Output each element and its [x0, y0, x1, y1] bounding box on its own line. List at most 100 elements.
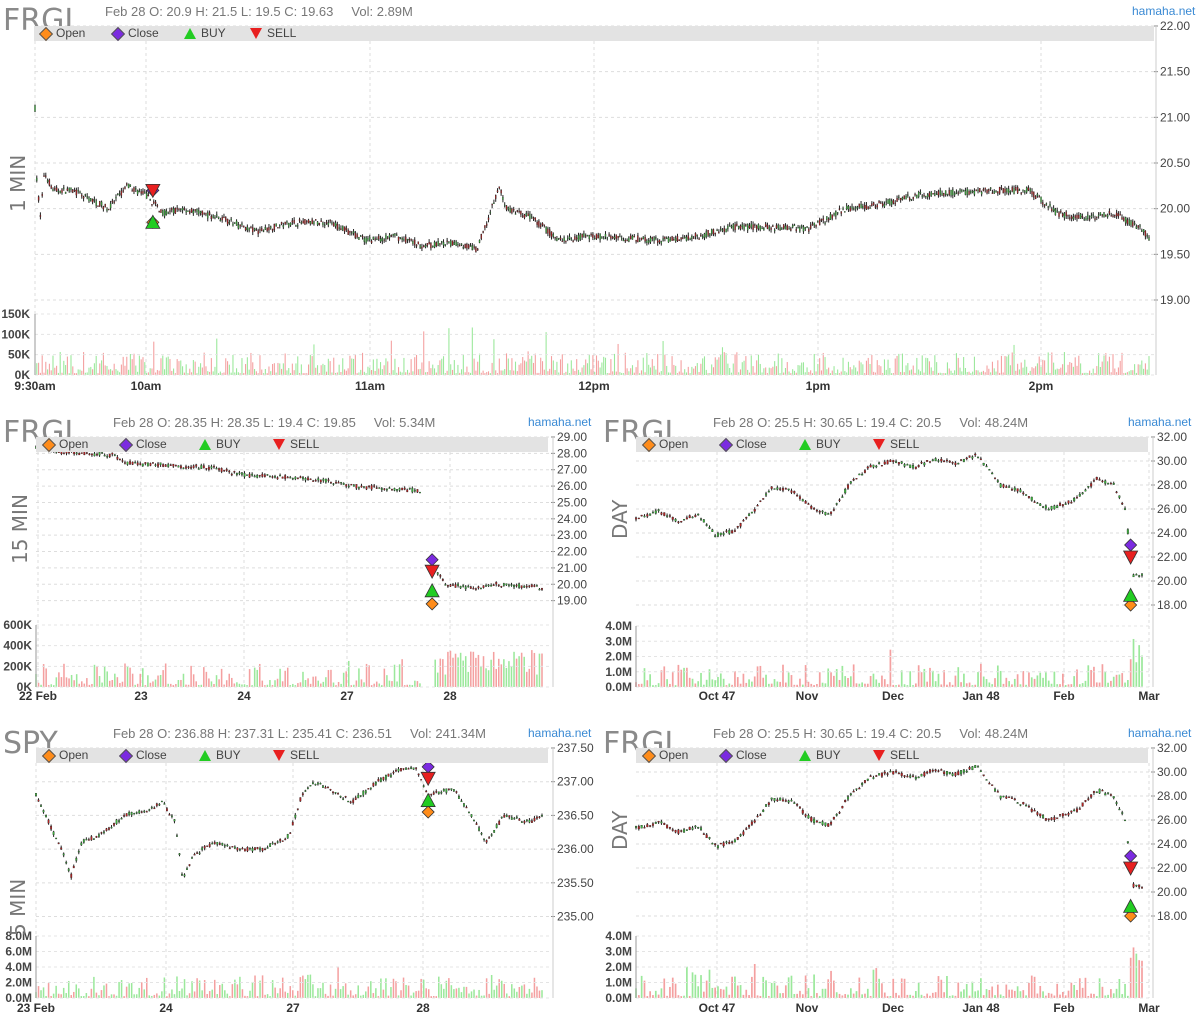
candle-body [376, 238, 378, 241]
candle-body [824, 822, 827, 826]
volume-bar [135, 365, 137, 375]
volume-bar [757, 354, 760, 375]
brand-link[interactable]: hamaha.net [1132, 4, 1196, 18]
candle-body [674, 829, 677, 833]
volume-bar [1081, 987, 1084, 998]
volume-bar [1000, 355, 1002, 375]
candle-body [1144, 230, 1147, 237]
volume-bar [686, 667, 688, 687]
candle-body [360, 485, 363, 488]
volume-bar [1031, 367, 1033, 375]
candle-body [1081, 216, 1084, 218]
candle-body [43, 175, 45, 177]
volume-bar [980, 978, 982, 998]
volume-bar [669, 683, 671, 687]
candle-body [642, 236, 644, 240]
volume-bar [745, 989, 748, 998]
candle-body [781, 228, 783, 230]
volume-bar [775, 366, 778, 375]
candle-body [844, 211, 846, 213]
candle-body [164, 464, 167, 467]
volume-bar [462, 354, 464, 375]
brand-link[interactable]: hamaha.net [1128, 415, 1192, 429]
volume-bar [299, 682, 302, 687]
volume-bar [586, 363, 589, 375]
brand-link[interactable]: hamaha.net [528, 415, 592, 429]
brand-link[interactable]: hamaha.net [1128, 726, 1192, 740]
candle-body [988, 189, 990, 192]
candle-body [485, 840, 488, 843]
volume-bar [167, 356, 169, 375]
candle-body [646, 240, 648, 243]
candle-body [103, 454, 106, 457]
volume-bar [910, 369, 912, 375]
candle-body [1126, 529, 1129, 534]
brand-link[interactable]: hamaha.net [528, 726, 592, 740]
candle-body [808, 228, 810, 232]
volume-bar [263, 373, 265, 375]
candle-body [960, 770, 963, 775]
candle-body [796, 495, 799, 497]
volume-bar [1129, 957, 1132, 998]
volume-bar [385, 358, 387, 375]
volume-tick-label: 2.0M [605, 960, 632, 974]
volume-bar [148, 995, 151, 998]
volume-bar [999, 994, 1002, 998]
volume-bar [1013, 990, 1016, 998]
volume-bar [169, 359, 171, 375]
volume-bar [824, 988, 827, 998]
candle-body [163, 209, 166, 217]
candle-body [762, 809, 765, 812]
candle-body [533, 817, 536, 822]
volume-bar [43, 372, 45, 375]
volume-bar [768, 367, 770, 375]
candle-body [673, 239, 675, 241]
volume-bar [833, 980, 835, 998]
volume-bar [961, 371, 963, 375]
volume-bar [1083, 372, 1085, 375]
candle-body [304, 790, 307, 792]
volume-bar [752, 366, 754, 375]
volume-bar [1017, 363, 1019, 375]
volume-bar [748, 372, 751, 375]
candle-body [356, 234, 358, 238]
volume-bar [139, 673, 142, 687]
volume-tick-label: 0.0M [605, 991, 632, 1005]
volume-bar [1070, 684, 1073, 687]
candle-body [70, 873, 73, 878]
candle-body [820, 218, 823, 221]
volume-bar [590, 369, 592, 375]
volume-bar [615, 371, 617, 375]
volume-bar [960, 682, 962, 687]
candle-body [872, 202, 875, 206]
candle-body [313, 221, 315, 225]
volume-bar [405, 372, 407, 375]
candle-body [129, 461, 131, 465]
volume-bar [246, 996, 249, 998]
volume-bar [774, 361, 776, 375]
candle-body [480, 587, 482, 590]
buy-marker-icon [184, 28, 196, 40]
candle-body [67, 868, 70, 871]
candle-body [869, 775, 872, 777]
volume-bar [115, 995, 118, 998]
volume-bar [505, 667, 508, 687]
volume-bar [906, 685, 909, 687]
candle-body [153, 807, 156, 810]
candle-body [201, 847, 204, 850]
candle-body [403, 239, 405, 241]
candle-body [599, 233, 601, 240]
volume-bar [428, 361, 430, 375]
volume-bar [829, 373, 831, 375]
candle-body [788, 228, 790, 230]
volume-bar [892, 978, 895, 998]
candle-body [694, 515, 697, 518]
candle-body [361, 235, 364, 238]
candle-body [767, 802, 770, 805]
volume-bar [231, 677, 233, 687]
candle-body [1107, 483, 1110, 485]
candle-body [1067, 500, 1070, 504]
volume-bar [861, 994, 863, 998]
candle-body [73, 189, 76, 192]
candle-body [776, 799, 779, 802]
